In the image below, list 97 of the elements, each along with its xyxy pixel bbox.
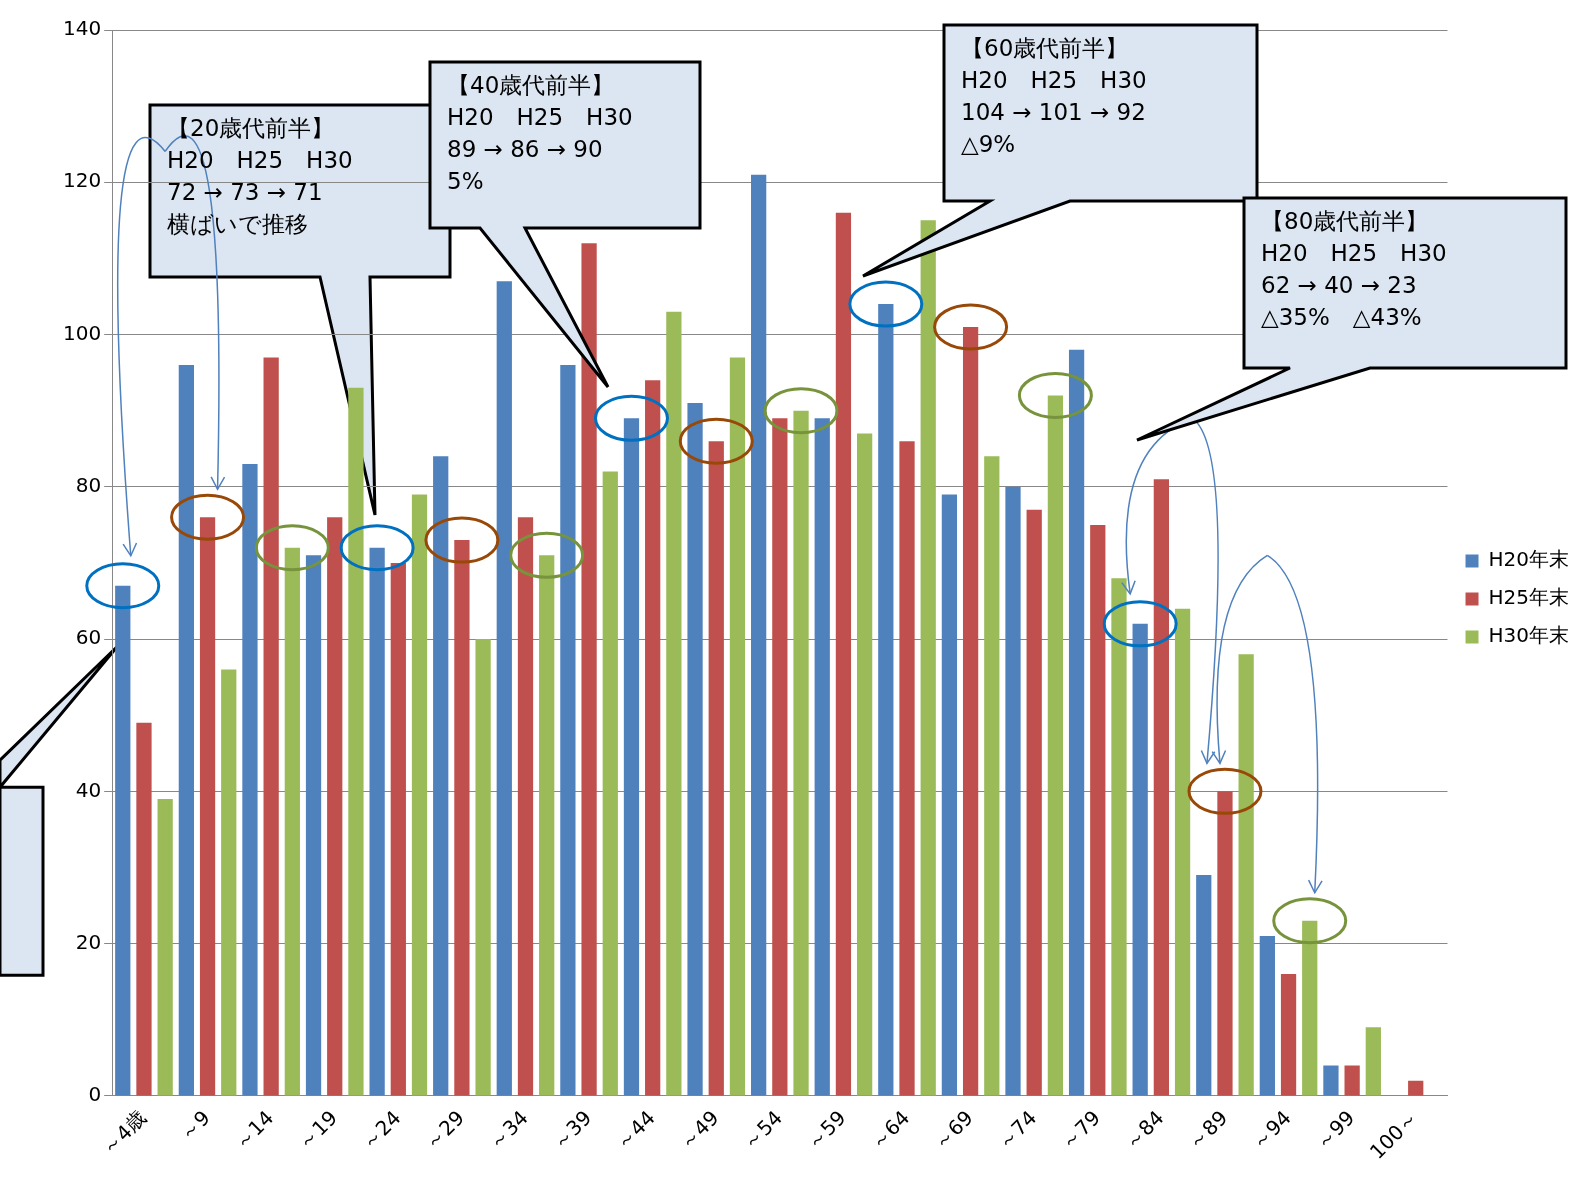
- bar: [835, 212, 852, 1096]
- x-tick-label: ～64: [865, 1105, 915, 1155]
- bar: [136, 722, 152, 1096]
- bar: [496, 281, 512, 1096]
- x-tick-label: ～59: [801, 1105, 851, 1155]
- legend-label: H25年末: [1488, 585, 1570, 610]
- bar: [157, 798, 173, 1096]
- bar: [411, 494, 428, 1096]
- x-tick-label: ～49: [674, 1105, 724, 1155]
- bar: [1090, 524, 1106, 1096]
- y-tick-label: 80: [75, 473, 102, 498]
- x-tick-label: ～94: [1246, 1105, 1296, 1155]
- bar: [941, 494, 958, 1096]
- y-tick-label: 100: [62, 320, 102, 345]
- legend-label: H20年末: [1488, 547, 1570, 572]
- x-tick-label: ～99: [1310, 1105, 1360, 1155]
- bar: [1259, 936, 1275, 1096]
- bar: [284, 547, 300, 1096]
- x-tick-label: ～39: [547, 1105, 597, 1155]
- x-tick-label: ～19: [292, 1105, 342, 1155]
- bar: [539, 555, 555, 1096]
- bar: [1196, 875, 1212, 1096]
- bar: [878, 304, 894, 1096]
- y-tick-label: 40: [75, 777, 102, 802]
- x-tick-label: ～4歳: [96, 1105, 152, 1160]
- bar: [1026, 509, 1042, 1096]
- x-tick-label: 100～: [1364, 1105, 1423, 1164]
- bar: [1302, 920, 1318, 1096]
- bar: [602, 471, 618, 1096]
- y-tick-label: 140: [62, 16, 102, 41]
- bar: [899, 441, 915, 1096]
- bar: [560, 365, 576, 1096]
- annotation: 【60歳代前半】 H20 H25 H30 104 → 101 → 92 △9%: [960, 34, 1148, 159]
- bar: [454, 540, 470, 1096]
- bar: [390, 562, 406, 1096]
- bar: [1174, 608, 1191, 1096]
- annotation: 【20歳代前半】 H20 H25 H30 72 → 73 → 71 横ばいで推移: [167, 115, 353, 237]
- bar: [327, 517, 343, 1096]
- annotation: 【40歳代前半】 H20 H25 H30 89 → 86 → 90 5%: [446, 71, 634, 196]
- bar: [1365, 1027, 1381, 1096]
- x-tick-label: ～29: [420, 1105, 470, 1155]
- bar: [242, 463, 258, 1096]
- x-tick-label: ～34: [483, 1105, 533, 1155]
- bar: [1153, 479, 1169, 1096]
- x-tick-label: ～84: [1119, 1105, 1169, 1155]
- bar: [772, 418, 788, 1096]
- x-tick-label: ～69: [928, 1105, 978, 1155]
- bar: [433, 456, 449, 1096]
- bar: [263, 357, 279, 1096]
- bar: [645, 380, 661, 1096]
- bar: [581, 243, 597, 1096]
- bar: [1280, 974, 1297, 1096]
- bar: [369, 547, 385, 1096]
- bar: [962, 326, 979, 1096]
- bar: [348, 387, 364, 1096]
- bar: [199, 517, 216, 1096]
- bar: [1217, 791, 1233, 1096]
- x-tick-label: ～44: [610, 1105, 660, 1155]
- x-tick-label: ～24: [356, 1105, 406, 1155]
- y-tick-label: 20: [75, 929, 102, 954]
- bar: [221, 669, 237, 1096]
- bar: [115, 585, 131, 1096]
- bar: [1005, 486, 1021, 1096]
- bar: [1111, 578, 1127, 1096]
- x-tick-label: ～14: [229, 1105, 279, 1155]
- bar: [623, 418, 640, 1096]
- x-tick-label: ～9: [174, 1105, 215, 1146]
- x-tick-label: ～54: [737, 1105, 788, 1155]
- bar: [814, 418, 830, 1096]
- y-tick-label: 120: [62, 168, 102, 193]
- bar: [666, 311, 682, 1096]
- bar: [920, 220, 936, 1096]
- bar: [1408, 1080, 1424, 1096]
- x-tick-label: ～74: [992, 1105, 1042, 1155]
- annotation: 【80歳代前半】 H20 H25 H30 62 → 40 → 23 △35% △43%: [1260, 207, 1448, 332]
- bar: [984, 456, 1000, 1096]
- bar: [305, 555, 322, 1096]
- x-tick-label: ～89: [1183, 1105, 1233, 1155]
- bar: [1068, 349, 1085, 1096]
- bar: [751, 174, 767, 1096]
- bar: [475, 639, 491, 1096]
- bar: [1047, 395, 1064, 1096]
- bar: [1323, 1065, 1339, 1096]
- bar: [857, 433, 873, 1096]
- y-tick-label: 60: [75, 625, 102, 650]
- bar: [1132, 623, 1148, 1096]
- bar: [1238, 654, 1254, 1096]
- bar: [687, 403, 703, 1096]
- bar: [1344, 1065, 1360, 1096]
- bar: [793, 410, 809, 1096]
- bar: [729, 357, 746, 1096]
- legend-label: H30年末: [1488, 623, 1570, 648]
- x-tick-label: ～79: [1055, 1105, 1105, 1155]
- bar: [178, 365, 194, 1096]
- bar: [708, 441, 724, 1096]
- bar: [517, 517, 534, 1096]
- y-tick-label: 0: [88, 1082, 102, 1107]
